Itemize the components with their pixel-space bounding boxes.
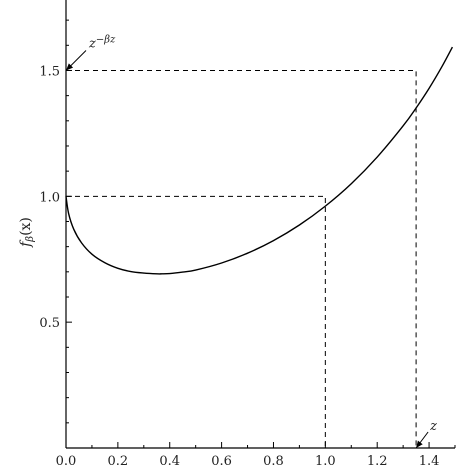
- annotation-arrowhead: [416, 440, 423, 448]
- dashed-guide: [66, 195, 326, 448]
- y-axis-title-base: f: [18, 239, 34, 248]
- guide-lines: [66, 69, 417, 448]
- x-tick-label: 0.8: [263, 454, 284, 469]
- y-axis-title-sub: β: [25, 236, 36, 243]
- annotation-label-base: z: [429, 419, 437, 434]
- annotation-label-sup: −βz: [96, 34, 116, 45]
- axes: [65, 0, 455, 449]
- annotations: z−βz z: [65, 34, 437, 449]
- x-tick-label: 0.2: [108, 454, 129, 469]
- series-layer: [65, 46, 454, 275]
- x-tick-label: 0.6: [211, 454, 232, 469]
- x-tick-label: 0.0: [56, 454, 77, 469]
- annotation-label-base: z: [88, 36, 96, 51]
- x-tick-label: 1.4: [419, 454, 440, 469]
- dashed-guide: [66, 69, 417, 448]
- annotation-label: z−βz: [88, 34, 116, 52]
- y-axis-title-arg: (x): [18, 217, 34, 236]
- y-tick-label: 1.5: [39, 64, 60, 79]
- annotation-z-beta: z−βz: [65, 34, 116, 71]
- y-tick-label: 0.5: [39, 316, 60, 331]
- annotation-label: z: [429, 419, 437, 434]
- x-tick-label: 0.4: [159, 454, 180, 469]
- y-axis-title: fβ(x): [18, 217, 36, 248]
- annotation-z: z: [415, 419, 437, 449]
- x-tick-label: 1.2: [367, 454, 388, 469]
- x-tick-label: 1.0: [315, 454, 336, 469]
- series-line: [65, 46, 454, 275]
- ticks: 0.0 0.2 0.4 0.6 0.8 1.0 1.2 1.4 0.5 1.0 1.5: [39, 19, 456, 469]
- y-tick-label: 1.0: [39, 190, 60, 205]
- annotation-arrowhead: [66, 63, 74, 71]
